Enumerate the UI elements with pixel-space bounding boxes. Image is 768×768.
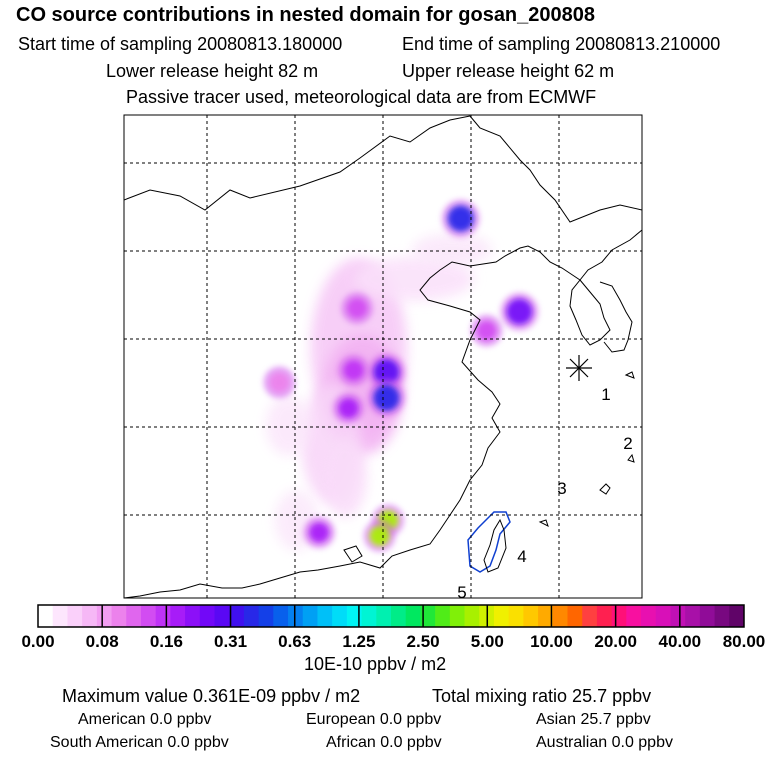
colorbar-tick-label: 0.00 <box>21 632 54 651</box>
colorbar-swatch <box>361 605 377 627</box>
colorbar-swatch <box>288 605 304 627</box>
lat-lon-grid <box>124 115 642 598</box>
colorbar-swatch <box>641 605 657 627</box>
colorbar-swatch <box>449 605 465 627</box>
colorbar-swatch <box>140 605 157 627</box>
colorbar-swatch <box>155 605 171 627</box>
colorbar-swatch <box>185 605 201 627</box>
colorbar-tick-label: 0.31 <box>214 632 247 651</box>
colorbar-swatch <box>493 605 510 627</box>
colorbar-swatch <box>111 605 127 627</box>
plume-hotspot <box>269 372 290 393</box>
end-time-label: End time of sampling 20080813.210000 <box>402 34 721 54</box>
plume-hotspot <box>373 359 400 386</box>
colorbar-swatch <box>420 605 436 627</box>
african-contribution: African 0.0 ppbv <box>326 734 442 751</box>
colorbar-swatch <box>729 605 745 627</box>
colorbar-tick-label: 1.25 <box>342 632 375 651</box>
colorbar-tick-label: 5.00 <box>471 632 504 651</box>
track-label: 4 <box>517 547 526 566</box>
start-time-label: Start time of sampling 20080813.180000 <box>18 34 343 54</box>
asian-contribution: Asian 25.7 ppbv <box>536 711 651 728</box>
colorbar-units: 10E-10 ppbv / m2 <box>304 654 447 674</box>
colorbar-swatch <box>714 605 730 627</box>
colorbar <box>37 604 745 628</box>
american-contribution: American 0.0 ppbv <box>78 711 212 728</box>
colorbar-tick-label: 40.00 <box>659 632 702 651</box>
plume-hotspot <box>309 522 330 543</box>
colorbar-swatch <box>699 605 715 627</box>
plume-hotspot <box>447 205 474 232</box>
map-frame <box>123 114 643 599</box>
colorbar-swatch <box>435 605 451 627</box>
colorbar-swatch <box>273 605 289 627</box>
plume-hotspot <box>338 398 359 419</box>
colorbar-swatch <box>170 605 186 627</box>
colorbar-swatch <box>567 605 583 627</box>
colorbar-swatch <box>38 605 54 627</box>
plume-hotspot <box>373 384 400 411</box>
colorbar-swatch <box>611 605 627 627</box>
total-mixing-ratio: Total mixing ratio 25.7 ppbv <box>432 686 652 706</box>
colorbar-swatch <box>52 605 68 627</box>
plume-hotspot <box>506 298 533 325</box>
track-label: 2 <box>623 434 632 453</box>
gosan-site-marker <box>566 355 592 381</box>
upper-release-label: Upper release height 62 m <box>402 61 615 81</box>
colorbar-tick-label: 2.50 <box>407 632 440 651</box>
chart-title: CO source contributions in nested domain… <box>16 4 596 26</box>
colorbar-swatch <box>214 605 230 627</box>
colorbar-swatch <box>685 605 701 627</box>
plume-hotspot <box>369 525 390 546</box>
colorbar-swatch <box>405 605 421 627</box>
colorbar-swatch <box>376 605 392 627</box>
colorbar-tick-label: 0.16 <box>150 632 183 651</box>
colorbar-swatch <box>199 605 215 627</box>
colorbar-swatch <box>508 605 524 627</box>
colorbar-swatch <box>552 605 568 627</box>
track-label: 3 <box>557 479 566 498</box>
colorbar-swatch <box>464 605 480 627</box>
colorbar-swatch <box>391 605 407 627</box>
maximum-value: Maximum value 0.361E-09 ppbv / m2 <box>62 686 361 706</box>
colorbar-swatch <box>258 605 274 627</box>
plume-hotspot <box>347 298 368 319</box>
colorbar-swatch <box>126 605 142 627</box>
colorbar-swatch <box>655 605 671 627</box>
european-contribution: European 0.0 ppbv <box>306 711 442 728</box>
south-american-contribution: South American 0.0 ppbv <box>50 734 229 751</box>
plume-hotspot <box>476 320 497 341</box>
colorbar-swatch <box>229 605 245 627</box>
colorbar-swatch <box>346 605 362 627</box>
colorbar-swatch <box>332 605 348 627</box>
lower-release-label: Lower release height 82 m <box>106 61 319 81</box>
australian-contribution: Australian 0.0 ppbv <box>536 734 673 751</box>
track-label: 1 <box>601 385 610 404</box>
colorbar-tick-label: 0.63 <box>278 632 311 651</box>
coastlines <box>124 115 642 598</box>
colorbar-tick-label: 0.08 <box>86 632 119 651</box>
colorbar-swatch <box>82 605 98 627</box>
colorbar-swatch <box>523 605 539 627</box>
colorbar-tick-label: 80.00 <box>723 632 766 651</box>
colorbar-swatch <box>670 605 686 627</box>
colorbar-swatch <box>582 605 598 627</box>
colorbar-swatch <box>626 605 642 627</box>
plume-hotspot <box>343 360 364 381</box>
colorbar-tick-label: 10.00 <box>530 632 573 651</box>
track-label: 5 <box>457 583 466 602</box>
colorbar-swatch <box>96 605 112 627</box>
colorbar-swatch <box>538 605 554 627</box>
colorbar-swatch <box>243 605 260 627</box>
tracer-note: Passive tracer used, meteorological data… <box>126 87 597 107</box>
colorbar-swatch <box>596 605 613 627</box>
colorbar-swatch <box>317 605 333 627</box>
peak-contour <box>467 511 511 573</box>
colorbar-tick-label: 20.00 <box>594 632 637 651</box>
colorbar-swatch <box>302 605 318 627</box>
colorbar-swatch <box>67 605 83 627</box>
